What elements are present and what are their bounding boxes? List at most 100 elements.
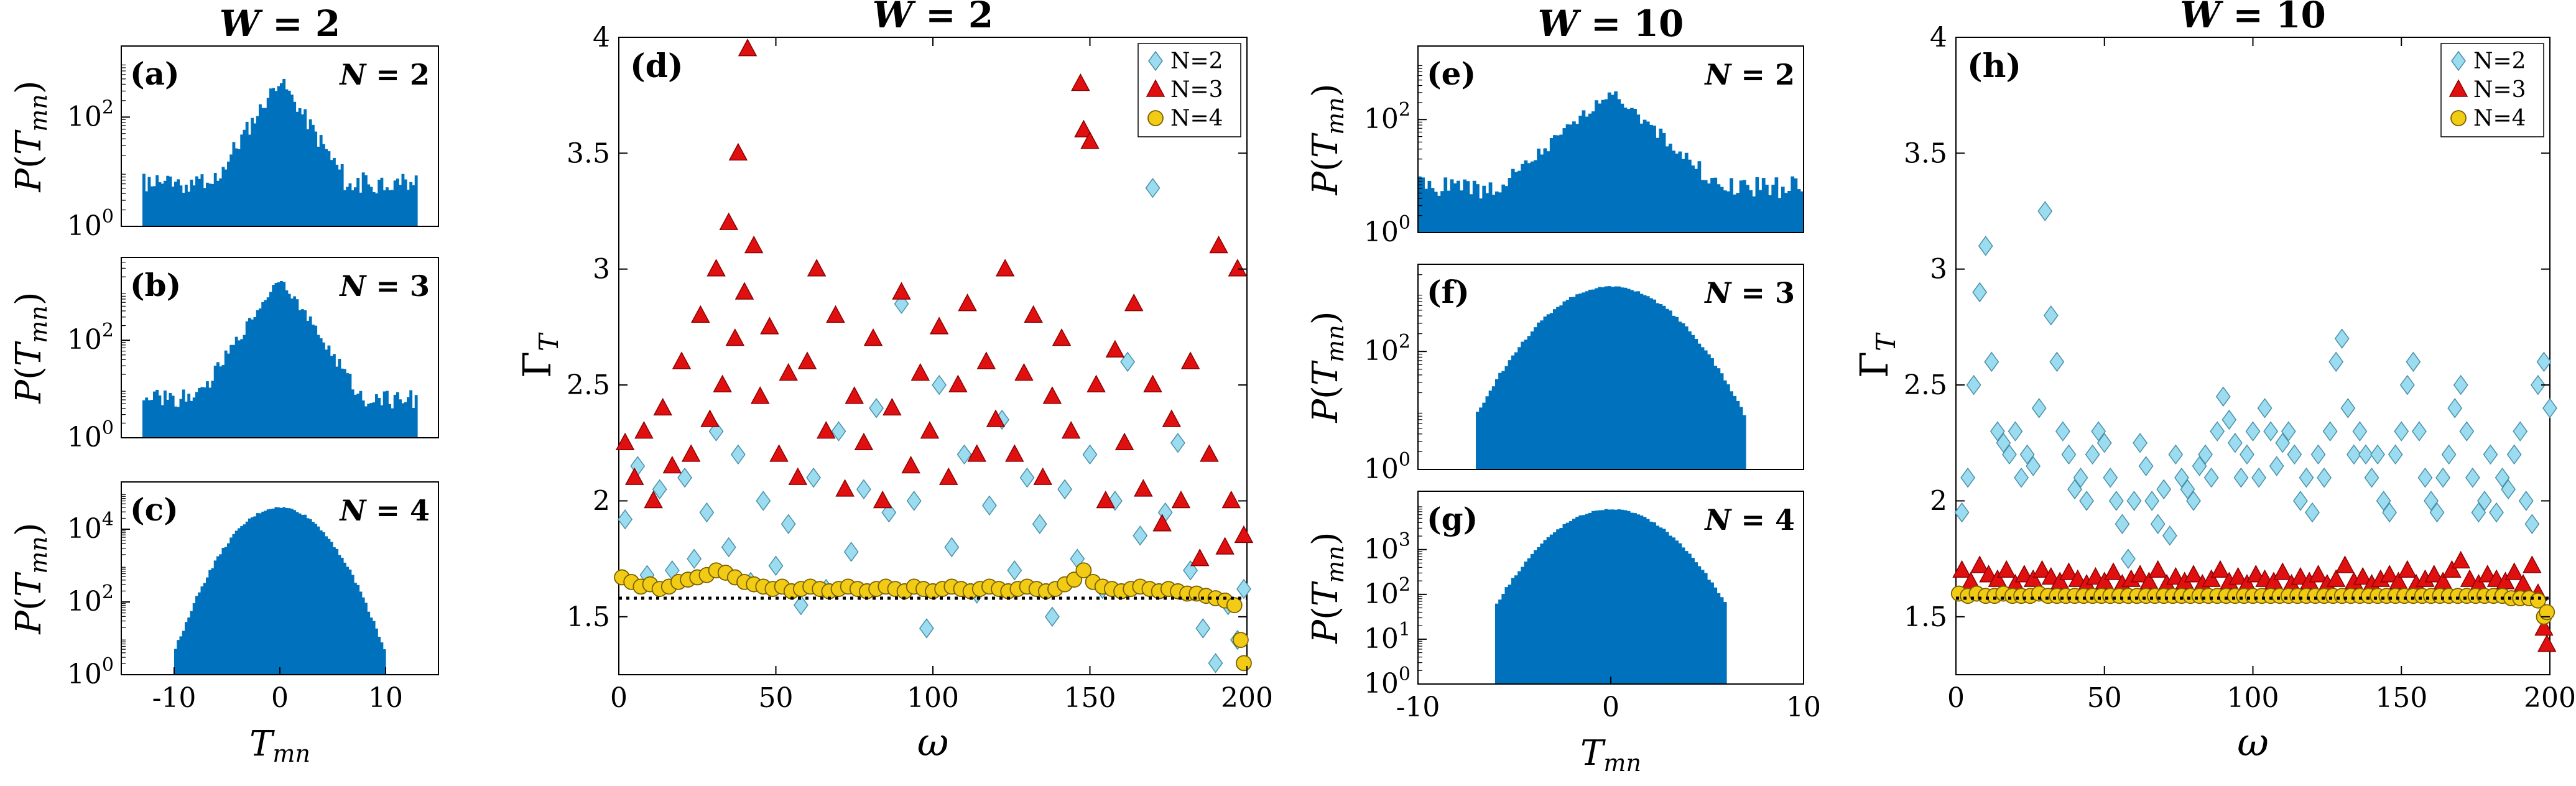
data-point [2471,502,2486,523]
series-n2 [1954,201,2557,569]
data-point [615,432,635,451]
histogram-bar [238,528,241,675]
histogram-bar [1514,172,1518,233]
data-point [2340,398,2356,418]
histogram-bar [343,369,346,438]
data-point [788,467,808,485]
legend-entry: N=4 [1170,106,1223,131]
histogram-bar [1620,103,1624,233]
histogram-bar [290,95,294,226]
histogram-bar [234,530,238,675]
x-tick-label: 50 [2087,682,2122,714]
histogram-bar [293,101,297,226]
histogram-bar [1684,551,1689,684]
data-point [995,259,1015,277]
data-point [699,502,715,523]
data-point [856,479,871,500]
histogram-bar [330,356,333,438]
histogram-bar [256,513,259,675]
data-point [2398,560,2417,578]
data-point [910,363,930,381]
data-point [2424,565,2444,583]
histogram-bar [1476,412,1480,469]
histogram-bar [325,149,328,226]
data-point [2317,467,2332,488]
histogram-bar [409,390,413,438]
histogram-bar [1688,159,1692,233]
data-point [2202,569,2221,587]
data-point [2352,421,2368,442]
histogram-bar [211,568,215,675]
histogram-bar [187,617,191,675]
data-point [958,294,977,312]
y-axis-label: ΓT [1851,332,1901,378]
histogram-bar [1720,597,1724,684]
panel-label: (d) [630,47,683,85]
histogram-bar [192,185,196,226]
histogram-bar [1765,185,1769,233]
histogram-bar [1582,110,1586,233]
histogram-bar [1713,177,1718,233]
histogram-bar [1585,291,1589,469]
histogram-bar [1568,297,1573,469]
panel-title: W = 10 [1538,2,1684,45]
histogram-bar [187,192,191,226]
histogram-bar [407,190,410,226]
histogram-bar [348,183,352,226]
histogram-bar [330,160,333,226]
histogram-bar [1758,190,1763,233]
histogram-bar [1684,152,1689,233]
y-tick-label: 3.5 [567,137,610,169]
histogram-bar [312,522,315,675]
series-n3 [615,39,1254,566]
histogram-bar [1633,109,1637,233]
histogram-bars-a [142,78,418,226]
histogram-bar [1588,289,1592,469]
histogram-bar [1495,603,1499,684]
data-point [2465,467,2480,488]
histogram-bar [409,182,413,226]
histogram-bar [1700,180,1705,233]
histogram-bar [372,402,376,438]
x-axis-label: ω [917,719,949,765]
data-point [653,397,672,416]
histogram-bar [158,395,162,438]
histogram-bar [1611,95,1615,233]
histogram-bar [266,509,270,675]
histogram-bar [335,164,339,226]
histogram-bar [1527,336,1531,469]
histogram-bar [1707,354,1711,469]
histogram-bar [213,560,217,675]
histogram-bar [1777,198,1782,233]
histogram-bar [192,397,196,438]
data-point [1096,490,1116,509]
histogram-bar [1703,350,1708,469]
histogram-bar [1639,123,1644,233]
histogram-bar [303,514,307,675]
data-point [1996,433,2011,453]
histogram-bar [224,169,228,226]
histogram-bar [367,404,371,438]
histogram-bar [1585,116,1589,233]
data-point [2245,421,2261,442]
histogram-bar [414,175,418,226]
histogram-bar [1511,355,1515,469]
data-point [1195,618,1211,639]
data-point [1215,537,1235,555]
data-point [938,467,958,485]
histogram-bar [203,188,206,226]
histogram-bar [200,387,204,438]
histogram-bar [319,338,323,438]
histogram-bar [282,507,286,675]
histogram-bar [1537,322,1541,469]
histogram-bar [1543,540,1547,684]
histogram-bar [369,403,373,438]
histogram-bar [1460,190,1463,233]
panel-label: (f) [1427,274,1470,310]
histogram-bar [1688,553,1692,684]
histogram-bar [314,524,318,675]
histogram-bar [1656,303,1660,469]
histogram-bar [308,519,312,675]
histogram-bar [1710,358,1714,469]
histogram-bar [285,89,289,226]
